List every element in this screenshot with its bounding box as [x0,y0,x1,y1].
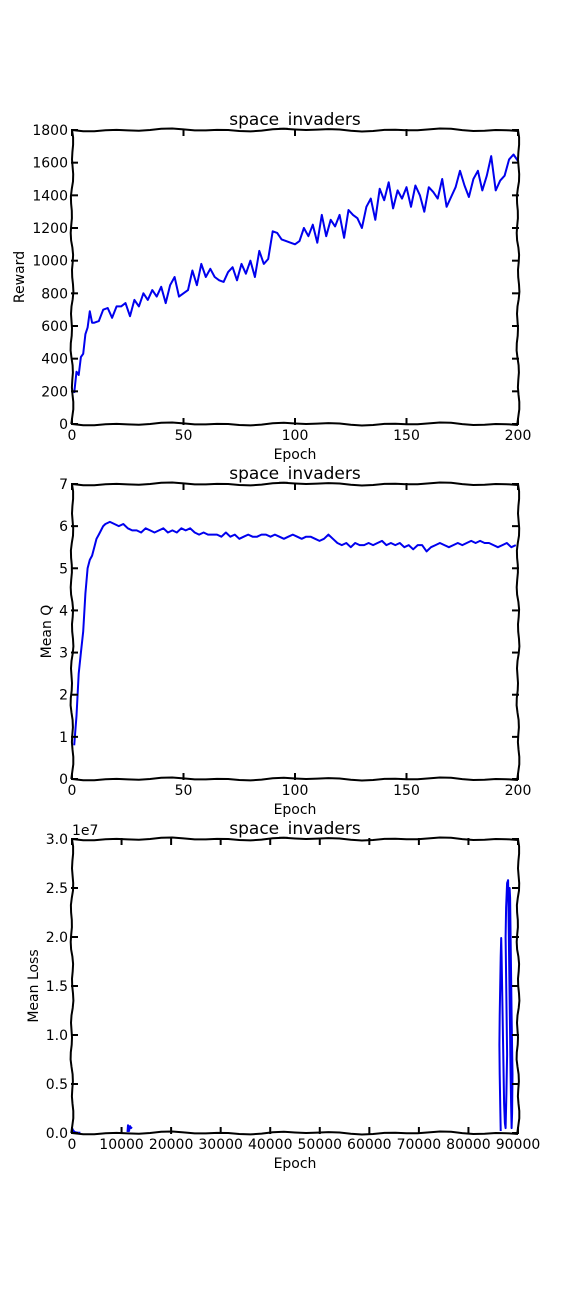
series-line-3-2 [126,1124,133,1133]
y-tick-label: 0 [59,417,68,433]
y-tick-label: 0 [59,772,68,788]
x-tick-label: 0 [68,1137,77,1153]
chart-title: space_invaders [229,464,361,484]
y-tick-label: 3 [59,646,68,662]
y-tick-label: 800 [41,286,68,302]
y-tick-label: 1.0 [46,1028,68,1044]
y-tick-label: 1200 [32,221,68,237]
x-tick-label: 60000 [347,1137,392,1153]
chart-title: space_invaders [229,819,361,839]
x-tick-label: 0 [68,428,77,444]
series-line-3-3 [498,879,514,1132]
y-axis-label: Mean Loss [26,949,42,1022]
y-tick-label: 2 [59,688,68,704]
x-tick-label: 70000 [397,1137,442,1153]
axis-right-spine [515,483,521,780]
x-tick-label: 0 [68,783,77,799]
y-tick-label: 1000 [32,254,68,270]
y-tick-label: 3.0 [46,832,68,848]
y-tick-label: 1 [59,730,68,746]
chart-panel-2: 0 50 100 150 200 0 1 2 3 4 5 6 7 space_invaders Epoch M… [39,464,531,818]
x-tick-label: 100 [282,428,309,444]
axis-bottom-spine [71,1130,519,1136]
y-tick-label: 0.0 [46,1126,68,1142]
y-axis-label: Reward [12,251,28,303]
x-axis-label: Epoch [274,1156,317,1172]
x-tick-label: 150 [393,428,420,444]
axis-left-spine [69,129,75,425]
x-tick-label: 40000 [248,1137,293,1153]
x-tick-label: 100 [282,783,309,799]
series-line-2-1 [73,520,517,746]
x-tick-label: 200 [505,428,532,444]
x-tick-label: 10000 [99,1137,144,1153]
x-tick-label: 50 [175,783,193,799]
y-tick-label: 200 [41,384,68,400]
y-tick-label: 2.0 [46,930,68,946]
y-tick-label: 1600 [32,156,68,172]
x-axis-label: Epoch [274,447,317,463]
y-tick-label: 1800 [32,123,68,139]
axis-offset-label: 1e7 [72,823,98,839]
x-tick-label: 90000 [496,1137,541,1153]
y-tick-label: 7 [59,477,68,493]
x-tick-label: 50000 [298,1137,343,1153]
y-tick-label: 2.5 [46,881,68,897]
y-tick-label: 6 [59,519,68,535]
chart-panel-3: 0 10000 20000 30000 40000 50000 60000 70000 8000… [26,819,540,1172]
x-tick-label: 80000 [446,1137,491,1153]
series-line-1-1 [73,153,519,394]
axis-top-spine [71,836,519,842]
chart-panel-1: 0 50 100 150 200 0 200 400 600 800 1000 1200 1400 160… [12,110,531,463]
axis-left-spine [69,483,75,780]
y-tick-label: 1.5 [46,979,68,995]
y-tick-label: 400 [41,352,68,368]
x-tick-label: 200 [505,783,532,799]
x-tick-label: 150 [393,783,420,799]
x-axis-label: Epoch [274,802,317,818]
y-tick-label: 1400 [32,188,68,204]
chart-title: space_invaders [229,110,361,130]
x-tick-label: 30000 [198,1137,243,1153]
y-tick-label: 600 [41,319,68,335]
y-axis-label: Mean Q [39,605,55,659]
x-tick-label: 20000 [149,1137,194,1153]
x-tick-label: 50 [175,428,193,444]
axis-right-spine [515,129,521,425]
y-tick-label: 4 [59,603,68,619]
y-tick-label: 5 [59,561,68,577]
y-tick-label: 0.5 [46,1077,68,1093]
